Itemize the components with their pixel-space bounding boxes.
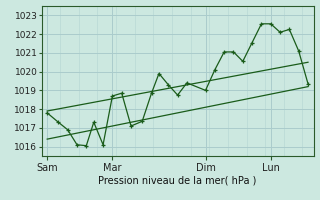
- X-axis label: Pression niveau de la mer( hPa ): Pression niveau de la mer( hPa ): [99, 176, 257, 186]
